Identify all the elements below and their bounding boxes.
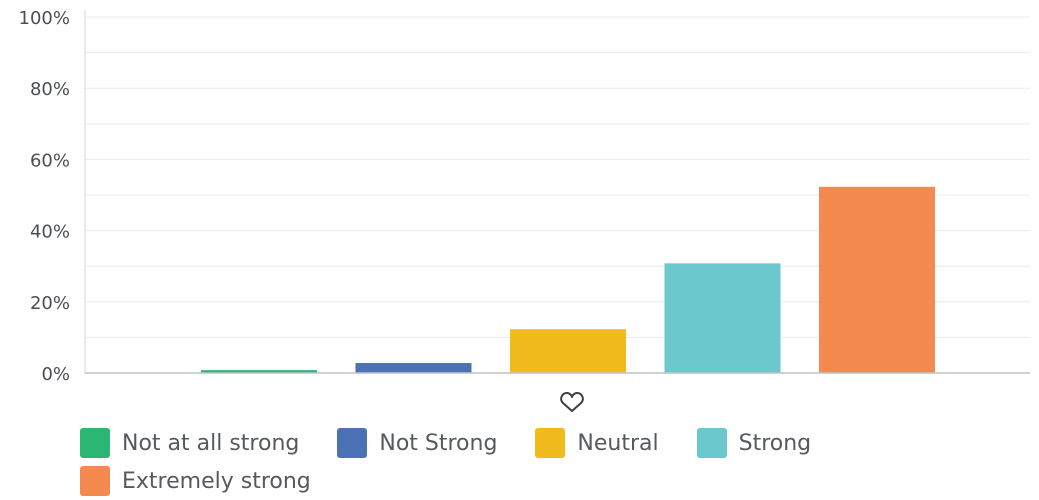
y-tick-label: 40% (30, 222, 70, 243)
legend-item-neutral[interactable]: Neutral (535, 428, 659, 458)
y-tick-label: 20% (30, 293, 70, 314)
bar-strong[interactable] (664, 263, 781, 373)
legend-item-not-strong[interactable]: Not Strong (337, 428, 497, 458)
grid-lines (85, 16, 1030, 338)
legend-label: Strong (738, 430, 812, 456)
chart-plot: 0% 20% 40% 60% 80% 100% (19, 8, 1030, 412)
y-tick-label: 0% (41, 364, 70, 385)
bar-neutral[interactable] (510, 329, 626, 373)
legend-swatch (696, 428, 727, 458)
legend-swatch (80, 466, 110, 496)
bars (201, 186, 935, 373)
legend: Not at all strong Not Strong Neutral Str… (80, 428, 980, 496)
legend-label: Extremely strong (122, 468, 311, 494)
legend-item-extremely-strong[interactable]: Extremely strong (80, 466, 311, 496)
legend-swatch (535, 428, 566, 458)
y-axis-ticks: 0% 20% 40% 60% 80% 100% (19, 8, 70, 385)
y-tick-label: 80% (30, 79, 70, 100)
legend-item-not-at-all-strong[interactable]: Not at all strong (80, 428, 299, 458)
bar-extremely-strong[interactable] (819, 186, 935, 373)
legend-label: Neutral (577, 430, 659, 456)
y-tick-label: 100% (19, 8, 70, 29)
legend-label: Not Strong (379, 430, 498, 456)
legend-swatch (337, 428, 368, 458)
legend-swatch (80, 428, 110, 458)
bar-not-at-all-strong[interactable] (201, 370, 317, 373)
bar-not-strong[interactable] (355, 363, 472, 373)
y-tick-label: 60% (30, 150, 70, 171)
heart-icon[interactable] (560, 392, 584, 412)
legend-label: Not at all strong (122, 430, 300, 456)
legend-item-strong[interactable]: Strong (696, 428, 812, 458)
